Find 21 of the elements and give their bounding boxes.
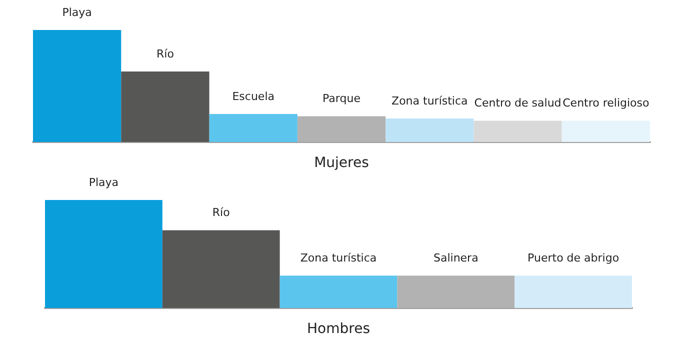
x-axis-title: Mujeres <box>314 155 369 171</box>
x-tick-label: Puerto de abrigo <box>528 252 620 265</box>
bar <box>121 71 210 142</box>
x-tick-label: Parque <box>322 92 361 106</box>
x-tick-label: Centro religioso <box>562 96 650 110</box>
bar <box>386 118 474 142</box>
x-axis-title: Hombres <box>307 321 370 337</box>
x-tick-label: Salinera <box>433 252 478 265</box>
x-tick-label: Zona turística <box>300 252 377 265</box>
bar <box>209 114 298 142</box>
x-tick-label: Playa <box>62 6 92 19</box>
x-tick-label: Escuela <box>232 90 274 103</box>
bar <box>474 120 562 142</box>
bar <box>33 30 122 142</box>
x-tick-label: Río <box>212 206 230 220</box>
x-tick-label: Zona turística <box>392 94 468 108</box>
bar <box>562 120 650 142</box>
x-tick-label: Río <box>156 47 174 60</box>
x-tick-label: Centro de salud <box>474 96 562 110</box>
bar <box>297 116 386 142</box>
x-tick-label: Playa <box>88 176 119 189</box>
